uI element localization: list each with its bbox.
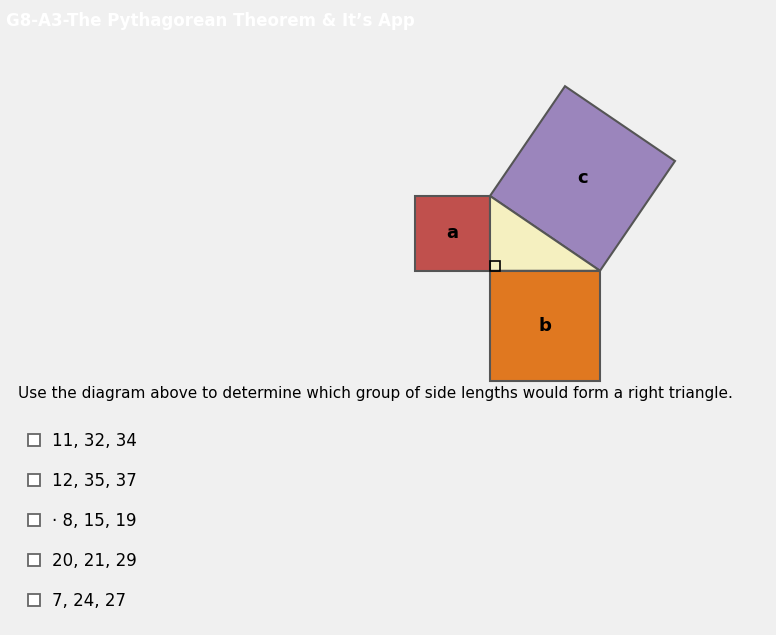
Text: b: b bbox=[539, 317, 552, 335]
Text: 7, 24, 27: 7, 24, 27 bbox=[52, 592, 126, 610]
Text: · 8, 15, 19: · 8, 15, 19 bbox=[52, 512, 137, 530]
Text: a: a bbox=[446, 224, 459, 243]
Polygon shape bbox=[415, 196, 490, 271]
Text: 11, 32, 34: 11, 32, 34 bbox=[52, 432, 137, 450]
Text: Use the diagram above to determine which group of side lengths would form a righ: Use the diagram above to determine which… bbox=[18, 385, 733, 401]
Bar bbox=[28, 554, 40, 566]
Bar bbox=[28, 594, 40, 606]
Text: 12, 35, 37: 12, 35, 37 bbox=[52, 472, 137, 490]
Text: c: c bbox=[577, 170, 587, 187]
Text: 20, 21, 29: 20, 21, 29 bbox=[52, 552, 137, 570]
Bar bbox=[28, 514, 40, 526]
Bar bbox=[28, 474, 40, 486]
Polygon shape bbox=[490, 86, 675, 271]
Bar bbox=[28, 434, 40, 446]
Polygon shape bbox=[490, 271, 600, 380]
Polygon shape bbox=[490, 196, 600, 271]
Text: G8-A3-The Pythagorean Theorem & It’s App: G8-A3-The Pythagorean Theorem & It’s App bbox=[6, 11, 415, 30]
